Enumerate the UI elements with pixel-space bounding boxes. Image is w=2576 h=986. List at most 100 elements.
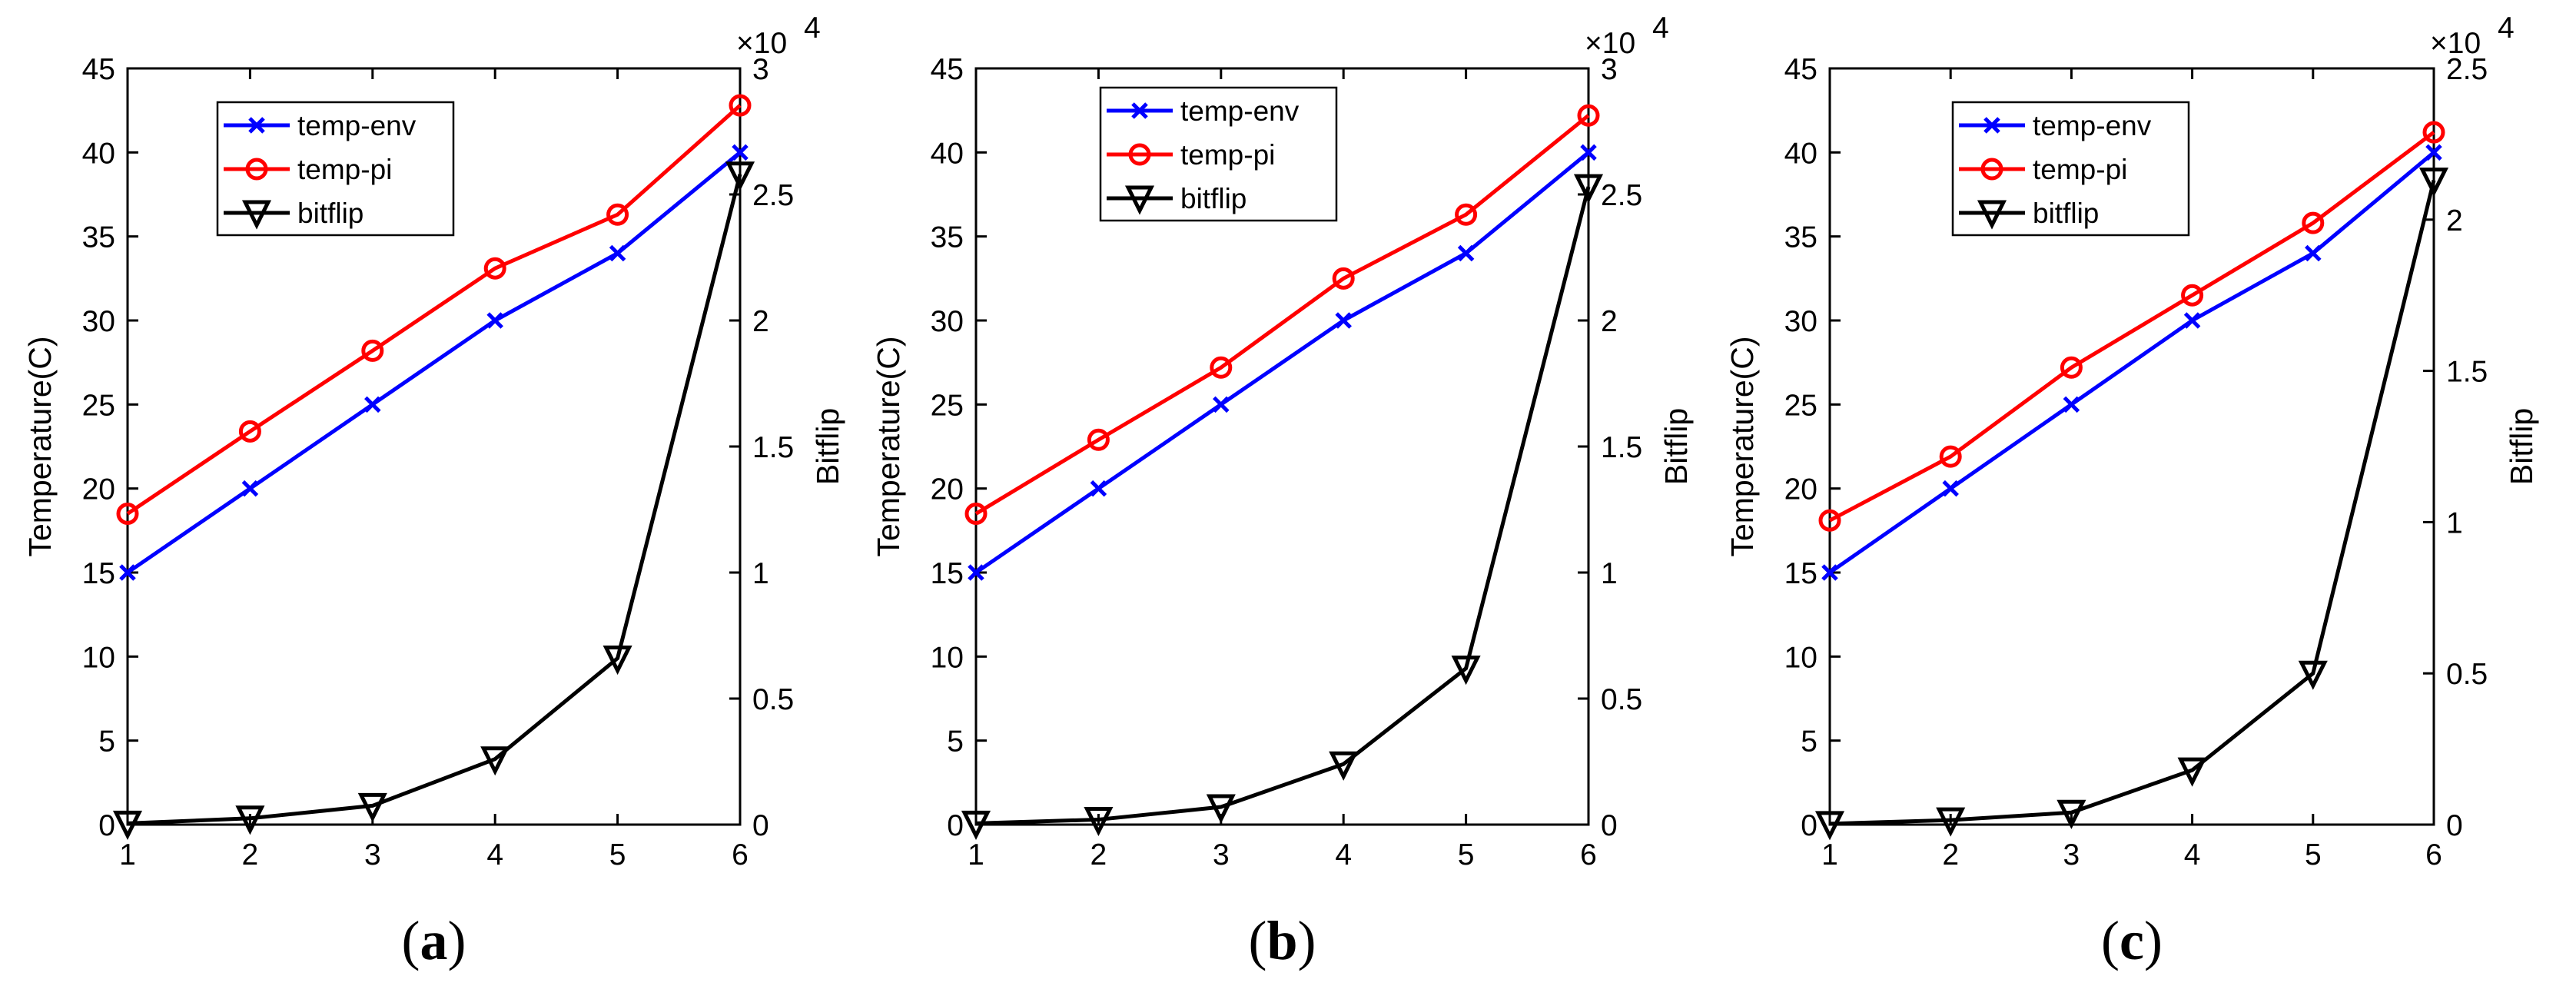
y-left-tick-label: 15 [82,557,115,590]
legend-swatch-marker [1128,143,1151,166]
data-point-temp-env [364,396,381,413]
y-left-tick-label: 20 [82,473,115,506]
data-point-temp-pi [1087,428,1110,451]
series-line-temp-env [974,151,1590,575]
y-left-tick-label: 0 [98,809,115,842]
x-tick-label: 2 [1090,838,1107,871]
y-left-tick-label: 25 [1784,389,1817,422]
panel-label-letter: b [1266,910,1297,971]
legend-item-temp-env: temp-env [224,110,417,141]
x-tick-label: 3 [2063,838,2080,871]
legend-label: bitflip [297,198,363,229]
data-point-temp-pi [1455,203,1478,226]
data-point-bitflip [112,810,143,840]
data-point-bitflip [1084,806,1114,837]
legend-item-bitflip: bitflip [1959,198,2099,230]
y-left-tick-label: 40 [931,137,964,170]
y-left-tick-label: 45 [1784,53,1817,86]
x-tick-label: 1 [119,838,136,871]
legend: temp-env temp-pi bitflip [1099,86,1338,222]
series-line-bitflip [127,174,742,825]
data-point-bitflip [1329,751,1359,781]
right-axis-exponent-power: 4 [804,12,821,45]
y-left-tick-label: 30 [931,305,964,338]
y-left-tick-label: 5 [98,725,115,759]
data-point-temp-env [2425,144,2442,161]
series-temp-env [968,144,1597,581]
panel-label-letter: c [2120,910,2144,971]
series-line-temp-pi [974,114,1590,516]
data-point-temp-env [119,564,136,581]
legend-swatch-marker [1131,102,1148,119]
legend-item-temp-pi: temp-pi [1959,154,2127,185]
data-point-bitflip [2418,168,2449,198]
legend-label: temp-env [297,110,417,141]
x-tick-label: 1 [1821,838,1838,871]
chart-panel-a: 1 2 3 4 5 605101520253035404500.511.522.53×10… [22,12,845,971]
data-point-temp-env [1580,144,1597,161]
data-point-bitflip [357,792,387,822]
series-line-temp-pi [126,104,742,516]
chart-panel-b: 1 2 3 4 5 605101520253035404500.511.522.53×10… [871,12,1694,971]
y-left-tick-label: 30 [1784,305,1817,338]
series-temp-pi [116,94,752,525]
y-left-tick-label: 20 [931,473,964,506]
data-point-temp-env [2063,396,2080,413]
y-left-tick-label: 35 [82,221,115,254]
y-right-tick-label: 3 [1601,53,1618,86]
series-temp-pi [1818,121,2445,532]
legend-label: temp-env [2033,110,2152,141]
y-left-axis-label: Temperature(C) [22,336,58,556]
data-point-temp-env [2183,312,2201,329]
data-point-temp-pi [2181,284,2204,307]
series-temp-pi [964,104,1600,525]
x-tick-label: 5 [1458,838,1475,871]
legend-item-temp-env: temp-env [1107,95,1300,127]
legend-item-temp-env: temp-env [1959,110,2152,141]
panel-label-paren-close: ) [2144,910,2163,971]
data-point-temp-env [1090,480,1107,497]
y-right-tick-label: 3 [752,53,769,86]
panel-label-paren-close: ) [448,910,466,971]
y-left-axis-label: Temperature(C) [1725,336,1760,556]
x-tick-label: 4 [1335,838,1352,871]
data-point-temp-pi [483,257,506,280]
y-left-tick-label: 40 [1784,137,1817,170]
data-point-temp-env [732,144,749,161]
right-axis-exponent-base: ×10 [2430,27,2481,60]
x-tick-label: 5 [2305,838,2322,871]
data-point-bitflip [1573,174,1604,204]
series-line-bitflip [1829,180,2436,826]
data-point-bitflip [2298,660,2328,690]
y-right-tick-label: 0.5 [1601,683,1642,716]
y-left-tick-label: 0 [1801,809,1817,842]
y-left-tick-label: 30 [82,305,115,338]
x-tick-label: 6 [2425,838,2442,871]
x-tick-label: 1 [968,838,984,871]
data-point-temp-pi [1939,445,1962,468]
data-point-temp-env [2305,244,2322,262]
panel-label: (c) [2101,910,2163,971]
legend-label: temp-pi [2033,154,2127,185]
y-right-tick-label: 2 [752,305,769,338]
y-right-tick-label: 1 [1601,557,1618,590]
legend-label: bitflip [1180,183,1247,214]
legend: temp-env temp-pi bitflip [216,101,455,237]
data-point-temp-pi [964,502,988,525]
y-right-tick-label: 0 [752,809,769,842]
plot-area-frame [1828,67,2435,826]
data-point-temp-pi [2060,356,2083,379]
data-point-temp-pi [1332,267,1355,290]
data-point-temp-pi [606,203,629,226]
data-point-bitflip [1206,794,1236,824]
series-temp-env [119,144,749,581]
y-right-axis-label: Bitflip [2504,408,2539,485]
data-point-temp-env [1942,480,1959,497]
y-left-tick-label: 20 [1784,473,1817,506]
series-line-temp-env [126,151,742,575]
data-point-bitflip [1451,656,1481,686]
right-axis-exponent-base: ×10 [1585,27,1635,60]
y-right-tick-label: 2 [1601,305,1618,338]
y-right-tick-label: 2.5 [2446,53,2488,86]
series-bitflip [112,161,755,840]
